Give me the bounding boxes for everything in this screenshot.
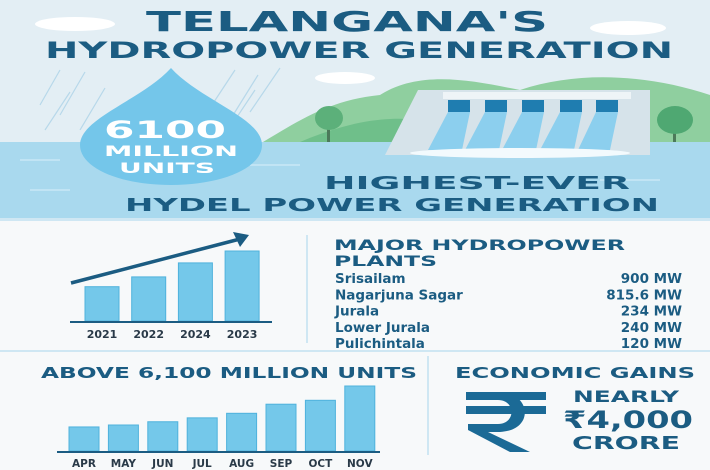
plant-name: Lower Jurala [335, 320, 430, 336]
dam-illustration [385, 90, 650, 158]
economic-line-1: NEARLY [573, 387, 680, 406]
bar [226, 412, 258, 452]
plant-capacity: 900 MW [621, 271, 682, 287]
monthly-title: ABOVE 6,100 MILLION UNITS [41, 364, 417, 382]
economic-line-3: CRORE [572, 433, 680, 454]
bar-label: APR [72, 458, 96, 470]
bar [147, 421, 179, 452]
yearly-bar-chart: 2021 2022 2024 2023 [84, 250, 260, 341]
bar-label: 2021 [87, 328, 118, 341]
plant-row: Lower Jurala 240 MW [335, 320, 682, 336]
headline-line-2: HYDEL POWER GENERATION [125, 195, 659, 216]
bar-label: MAY [111, 458, 137, 470]
plant-capacity: 120 MW [621, 336, 682, 352]
bar [186, 417, 218, 452]
plant-capacity: 815.6 MW [606, 287, 682, 303]
title-line-2: HYDROPOWER GENERATION [45, 39, 673, 64]
plant-name: Pulichintala [335, 336, 425, 352]
title-line-1: TELANGANA'S [146, 5, 548, 38]
water-droplet [80, 68, 262, 185]
droplet-value: 6100 [104, 116, 226, 144]
tree-icon [315, 106, 343, 142]
monthly-bar-chart: APR MAY JUN JUL AUG SEP OCT NOV [68, 385, 376, 470]
trend-arrow-icon [70, 232, 249, 285]
droplet-unit-2: UNITS [119, 161, 215, 177]
plant-capacity: 240 MW [621, 320, 682, 336]
headline-line-1: HIGHEST-EVER [324, 173, 630, 194]
droplet-unit-1: MILLION [104, 144, 238, 160]
plant-capacity: 234 MW [621, 304, 682, 320]
clouds [35, 17, 666, 84]
bar [68, 426, 100, 452]
bar-label: SEP [270, 458, 293, 470]
bar [304, 399, 336, 452]
economic-title: ECONOMIC GAINS [455, 364, 695, 382]
bar [344, 385, 376, 452]
rupee-icon [466, 392, 546, 452]
plant-row: Pulichintala 120 MW [335, 336, 682, 352]
plant-name: Srisailam [335, 271, 406, 287]
bar [177, 262, 213, 322]
plants-title-2: PLANTS [334, 254, 437, 270]
bar-label: 2023 [227, 328, 258, 341]
plant-name: Jurala [334, 304, 379, 320]
bar [107, 424, 139, 452]
bar-label: OCT [309, 458, 334, 470]
bar-label: AUG [229, 458, 254, 470]
bar [131, 276, 167, 322]
bar-label: 2022 [133, 328, 164, 341]
section-divider [0, 218, 710, 221]
bar-label: 2024 [180, 328, 211, 341]
plant-row: Jurala 234 MW [334, 304, 682, 320]
section-divider [0, 350, 710, 352]
bar-label: JUL [192, 458, 212, 470]
bar [224, 250, 260, 322]
tree-icon [657, 106, 693, 148]
rain-lines [39, 67, 281, 136]
bar-label: JUN [151, 458, 173, 470]
bar [265, 403, 297, 452]
plants-title-1: MAJOR HYDROPOWER [334, 238, 625, 254]
plant-row: Nagarjuna Sagar 815.6 MW [335, 287, 682, 303]
economic-amount: ₹4,000 [563, 406, 693, 434]
bar-label: NOV [347, 458, 373, 470]
plant-name: Nagarjuna Sagar [335, 287, 463, 303]
bar [84, 286, 120, 322]
plant-row: Srisailam 900 MW [335, 271, 682, 287]
